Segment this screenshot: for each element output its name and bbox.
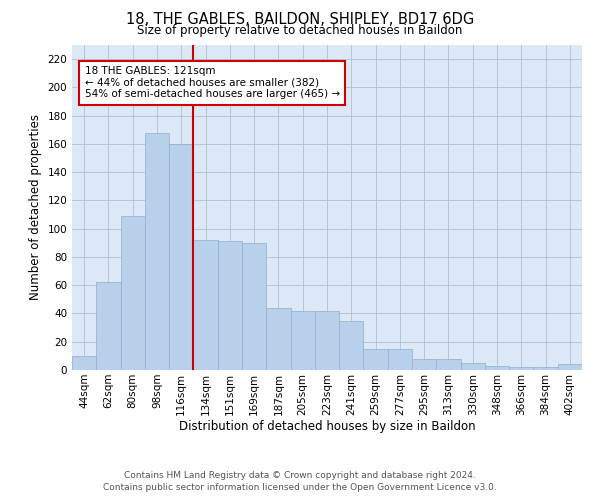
Bar [96, 282, 121, 370]
X-axis label: Distribution of detached houses by size in Baildon: Distribution of detached houses by size … [179, 420, 475, 434]
Bar [218, 242, 242, 370]
Bar [169, 144, 193, 370]
Text: 18, THE GABLES, BAILDON, SHIPLEY, BD17 6DG: 18, THE GABLES, BAILDON, SHIPLEY, BD17 6… [126, 12, 474, 28]
Bar [266, 308, 290, 370]
Bar [485, 366, 509, 370]
Text: Contains HM Land Registry data © Crown copyright and database right 2024.
Contai: Contains HM Land Registry data © Crown c… [103, 471, 497, 492]
Bar [145, 132, 169, 370]
Bar [509, 367, 533, 370]
Bar [364, 349, 388, 370]
Bar [339, 320, 364, 370]
Bar [315, 310, 339, 370]
Bar [461, 363, 485, 370]
Bar [290, 310, 315, 370]
Bar [533, 367, 558, 370]
Text: Size of property relative to detached houses in Baildon: Size of property relative to detached ho… [137, 24, 463, 37]
Bar [72, 356, 96, 370]
Text: 18 THE GABLES: 121sqm
← 44% of detached houses are smaller (382)
54% of semi-det: 18 THE GABLES: 121sqm ← 44% of detached … [85, 66, 340, 100]
Bar [193, 240, 218, 370]
Bar [558, 364, 582, 370]
Y-axis label: Number of detached properties: Number of detached properties [29, 114, 42, 300]
Bar [412, 358, 436, 370]
Bar [436, 358, 461, 370]
Bar [388, 349, 412, 370]
Bar [121, 216, 145, 370]
Bar [242, 243, 266, 370]
